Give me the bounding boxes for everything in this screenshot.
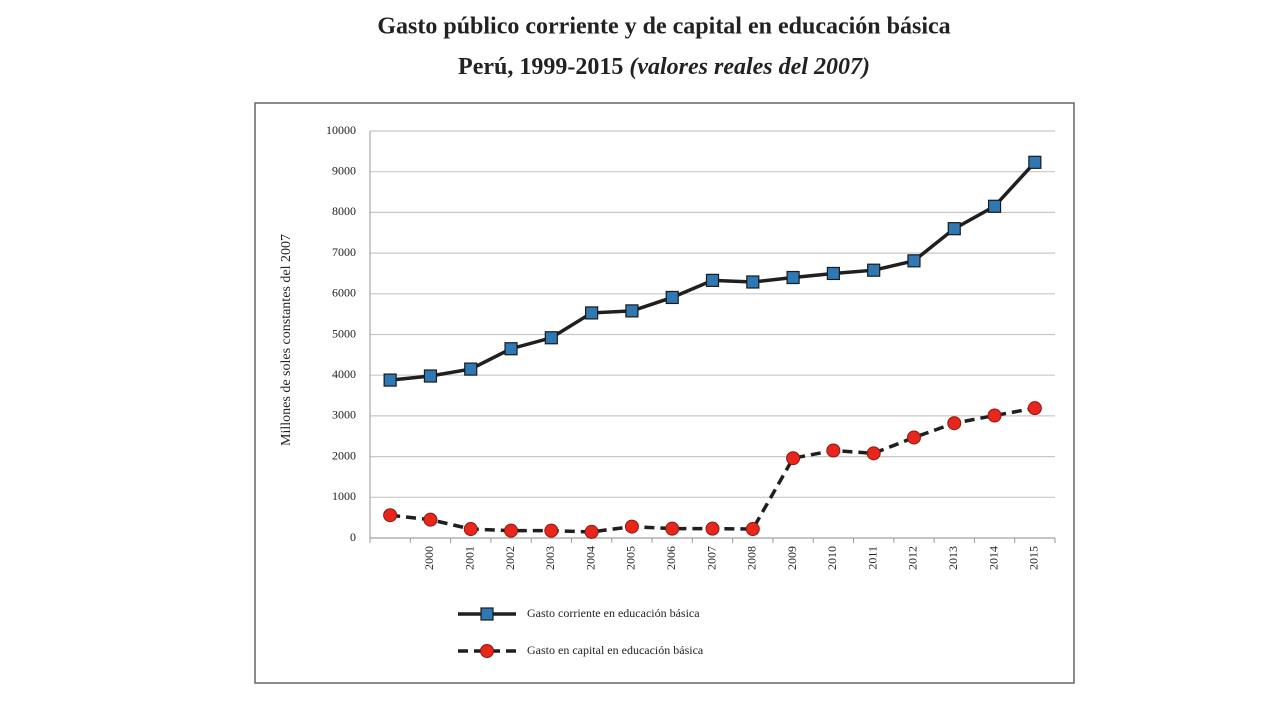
legend-label: Gasto corriente en educación básica [527,606,700,620]
marker [826,266,840,281]
x-tick-label: 2012 [906,546,920,570]
y-tick-label: 4000 [332,367,356,381]
chart-subtitle: Perú, 1999-2015 (valores reales del 2007… [458,54,870,80]
marker [907,254,921,268]
marker [585,306,599,320]
marker [480,607,494,621]
y-tick-label: 10000 [326,123,356,137]
marker [504,523,519,538]
x-tick-label: 2010 [825,546,839,570]
x-tick-label: 2013 [946,546,960,570]
series-line [389,406,1036,534]
marker [584,524,599,539]
y-tick-label: 2000 [332,448,356,462]
marker [987,408,1002,423]
marker [423,512,438,527]
marker [544,331,558,345]
x-tick-label: 2005 [624,546,638,570]
marker [705,273,720,287]
marker [1028,155,1042,169]
x-tick-label: 2001 [462,546,476,570]
marker [480,644,494,658]
x-tick-label: 2008 [745,546,759,570]
marker [947,416,962,431]
y-tick-label: 3000 [332,408,356,422]
marker [705,521,720,536]
legend-label: Gasto en capital en educación básica [527,643,704,657]
chart-frame [254,102,1075,684]
marker [745,522,760,537]
y-tick-label: 8000 [332,204,356,218]
marker [665,521,680,536]
marker [625,304,639,318]
marker [987,199,1002,213]
chart-title: Gasto público corriente y de capital en … [377,14,950,40]
x-tick-label: 2009 [785,546,799,570]
marker [665,290,679,305]
y-tick-label: 0 [350,530,356,544]
x-tick-label: 2011 [865,546,879,570]
marker [867,263,881,277]
x-tick-label: 2002 [503,546,517,570]
marker [947,222,961,236]
marker [866,446,881,461]
y-tick-label: 6000 [332,286,356,300]
marker [826,443,841,458]
marker [504,342,518,356]
marker [383,373,397,387]
marker [786,451,801,466]
subtitle-note: (valores reales del 2007) [629,54,870,80]
x-tick-label: 2014 [986,546,1000,570]
series-line [389,161,1037,382]
y-tick-label: 1000 [332,489,356,503]
y-tick-label: 9000 [332,163,356,177]
x-tick-label: 2015 [1027,546,1041,570]
marker [624,519,639,534]
marker [464,362,478,376]
x-tick-label: 2006 [664,546,678,570]
marker [1027,401,1042,416]
y-tick-label: 7000 [332,245,356,259]
marker [383,508,398,523]
x-tick-label: 2007 [704,546,718,570]
marker [786,270,800,285]
x-tick-label: 2003 [543,546,557,570]
y-axis-label: Millones de soles constantes del 2007 [279,234,294,446]
marker [746,275,760,289]
marker [544,523,559,538]
x-tick-label: 2000 [422,546,436,570]
y-tick-label: 5000 [332,326,356,340]
marker [423,369,438,383]
x-tick-label: 2004 [583,546,597,570]
marker [463,522,478,537]
subtitle: Perú, 1999-2015 [458,54,623,80]
marker [906,430,921,445]
